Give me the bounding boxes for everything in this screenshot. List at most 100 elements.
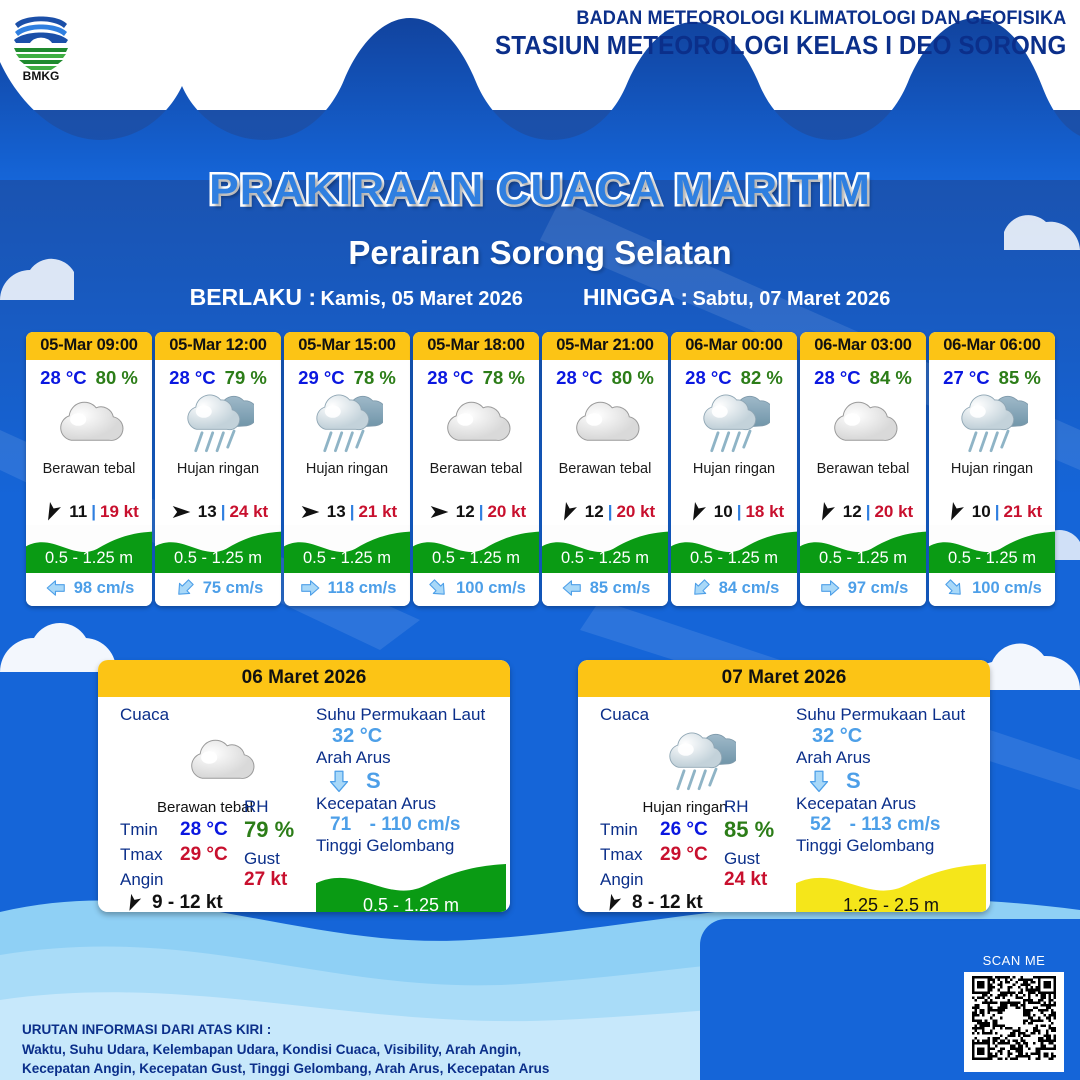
card-wave-height: 0.5 - 1.25 m [929, 527, 1055, 573]
wind-separator: | [478, 502, 484, 521]
card-condition: Hujan ringan [692, 461, 776, 477]
kecepatan-min: 71 [330, 814, 352, 835]
tmin-value: 26 °C [660, 819, 708, 840]
card-condition: Berawan tebal [816, 461, 910, 477]
gust-label: Gust [724, 849, 760, 868]
angin-row: 8 - 12 kt [600, 892, 800, 912]
wind-speed: 12 [842, 502, 862, 521]
wind-gust: 19 kt [100, 502, 139, 521]
rain-light-icon [669, 732, 736, 791]
card-body: 28 °C 80 % Berawan tebal 12 | 20 kt [542, 360, 668, 525]
tmax-row: Tmax 29 °C [120, 844, 320, 866]
hourly-forecast-card: 06-Mar 03:00 28 °C 84 % Berawan tebal 12… [800, 332, 926, 606]
card-time: 05-Mar 18:00 [413, 332, 539, 360]
wind-speed: 10 [713, 502, 733, 521]
wind-direction-icon [950, 501, 964, 521]
wave-band-icon [796, 864, 986, 912]
card-weather-icon [569, 391, 641, 457]
wind-separator: | [607, 502, 613, 521]
card-temperature: 28 °C [685, 367, 732, 388]
cloud-overcast-icon [834, 401, 898, 441]
kecepatan-min: 52 [810, 814, 832, 835]
angin-row: 9 - 12 kt [120, 892, 320, 912]
card-wave-height: 0.5 - 1.25 m [413, 527, 539, 573]
current-speed: 97 cm/s [847, 578, 909, 597]
daily-wave-height: 1.25 - 2.5 m [796, 858, 986, 912]
kecepatan-label: Kecepatan Arus [796, 794, 917, 813]
card-body: 28 °C 82 % Hujan ringan 10 | 18 k [671, 360, 797, 525]
wind-direction-icon [39, 501, 65, 523]
rh-block: RH 85 % [724, 797, 774, 843]
arus-label: Arah Arus [796, 748, 871, 767]
card-temperature: 27 °C [943, 367, 990, 388]
current-direction-icon [562, 580, 581, 596]
card-humidity: 79 % [224, 367, 267, 388]
agency-name: BADAN METEOROLOGI KLIMATOLOGI DAN GEOFIS… [576, 7, 1066, 29]
wind-speed: 13 [326, 502, 346, 521]
kecepatan-rest: - 113 cm/s [849, 814, 941, 835]
wind-gust: 21 kt [358, 502, 398, 521]
daily-condition: Berawan tebal [157, 799, 253, 816]
card-current: 118 cm/s [284, 573, 410, 606]
card-wind: 11 | 19 kt [39, 501, 139, 523]
rain-light-icon [187, 394, 254, 453]
gust-block: Gust 27 kt [244, 849, 287, 891]
current-direction-icon [46, 580, 65, 596]
angin-value: 8 - 12 kt [632, 892, 703, 912]
wind-direction-icon [48, 501, 62, 521]
card-wave-height: 0.5 - 1.25 m [155, 527, 281, 573]
card-current: 97 cm/s [800, 573, 926, 606]
validity-row: BERLAKU : Kamis, 05 Maret 2026 HINGGA : … [0, 284, 1080, 311]
wave-band-icon [155, 531, 281, 573]
wave-height-value: 0.5 - 1.25 m [44, 549, 134, 567]
card-weather-icon [956, 391, 1028, 457]
gelombang-label: Tinggi Gelombang [796, 836, 935, 855]
rh-value: 85 % [724, 817, 775, 842]
card-condition: Berawan tebal [429, 461, 523, 477]
card-current: 100 cm/s [413, 573, 539, 606]
card-wind: 10 | 18 kt [684, 501, 784, 523]
sst-label: Suhu Permukaan Laut [316, 705, 486, 724]
cloud-overcast-icon [576, 401, 640, 441]
wind-direction-icon [430, 505, 449, 519]
wave-band-icon [671, 531, 797, 573]
hourly-forecast-card: 05-Mar 09:00 28 °C 80 % Berawan tebal 11… [26, 332, 152, 606]
card-temperature: 28 °C [427, 367, 474, 388]
wind-direction-icon [821, 501, 835, 521]
wave-height-value: 0.5 - 1.25 m [302, 549, 392, 567]
card-temperature: 28 °C [169, 367, 216, 388]
card-body: 29 °C 78 % Hujan ringan 13 | 21 k [284, 360, 410, 525]
card-weather-icon [182, 391, 254, 457]
qr-code-image [972, 976, 1056, 1060]
wave-band-icon [26, 531, 152, 573]
scan-block[interactable]: SCAN ME [962, 953, 1066, 1072]
current-direction-icon [177, 579, 194, 595]
card-condition: Berawan tebal [558, 461, 652, 477]
wind-gust: 20 kt [616, 502, 656, 521]
daily-weather-icon [600, 725, 800, 799]
legend: URUTAN INFORMASI DARI ATAS KIRI : Waktu,… [22, 1020, 549, 1079]
tmax-value: 29 °C [660, 844, 708, 865]
wind-direction-icon [297, 501, 323, 523]
card-temp-humidity: 28 °C 78 % [427, 367, 525, 389]
wind-direction-icon [813, 501, 839, 523]
card-temperature: 28 °C [40, 367, 87, 388]
daily-condition: Hujan ringan [642, 799, 728, 816]
wind-speed: 12 [584, 502, 604, 521]
wind-direction-icon [563, 501, 577, 521]
card-temperature: 28 °C [814, 367, 861, 388]
gust-value: 27 kt [244, 869, 288, 890]
daily-forecast-row: 06 Maret 2026 Cuaca Berawan tebal Tmin 2… [98, 660, 990, 912]
gust-block: Gust 24 kt [724, 849, 767, 891]
legend-title: URUTAN INFORMASI DARI ATAS KIRI : [22, 1022, 272, 1037]
card-weather-icon [53, 391, 125, 457]
wind-gust: 21 kt [1003, 502, 1043, 521]
qr-code[interactable] [964, 972, 1064, 1072]
wind-direction-icon [692, 501, 706, 521]
wind-direction-icon [609, 893, 622, 911]
tmax-label: Tmax [600, 845, 643, 864]
daily-wave-value: 1.25 - 2.5 m [842, 895, 940, 912]
valid-to-value: Sabtu, 07 Maret 2026 [692, 288, 891, 310]
card-wind: 13 | 21 kt [297, 501, 397, 523]
card-humidity: 84 % [869, 367, 912, 388]
